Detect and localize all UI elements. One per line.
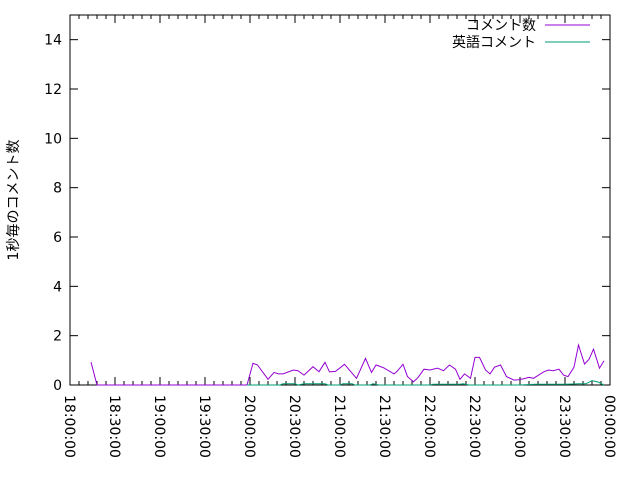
- y-tick-label: 6: [53, 230, 62, 246]
- y-tick-label: 2: [53, 329, 62, 345]
- x-tick-label: 21:30:00: [376, 395, 392, 458]
- x-tick-label: 18:30:00: [106, 395, 122, 458]
- x-tick-label: 20:30:00: [286, 395, 302, 458]
- y-tick-label: 12: [44, 82, 62, 98]
- y-tick-label: 0: [53, 378, 62, 394]
- x-tick-label: 19:30:00: [196, 395, 212, 458]
- x-tick-label: 23:30:00: [556, 395, 572, 458]
- axes: 0 2 4 6 8 10 12 14 18:00:00 18:30:00 19:00:00 19:30…: [44, 14, 617, 458]
- series-lines: [90, 343, 605, 386]
- x-tick-label: 20:00:00: [241, 395, 257, 458]
- x-tick-label: 00:00:00: [601, 395, 617, 458]
- x-tick-label: 22:00:00: [421, 395, 437, 458]
- x-tick-label: 21:00:00: [331, 395, 347, 458]
- legend: コメント数 英語コメント: [452, 18, 590, 51]
- y-tick-label: 8: [53, 181, 62, 197]
- legend-label-english-comments: 英語コメント: [452, 34, 536, 51]
- y-tick-label: 10: [44, 131, 62, 147]
- x-tick-label: 23:00:00: [511, 395, 527, 458]
- x-tick-label: 18:00:00: [61, 395, 77, 458]
- x-tick-label: 22:30:00: [466, 395, 482, 458]
- y-tick-label: 4: [53, 279, 62, 295]
- series-line-1: [247, 380, 605, 386]
- y-tick-label: 14: [44, 33, 62, 49]
- y-axis-label: 1秒毎のコメント数: [6, 140, 22, 261]
- legend-label-comments: コメント数: [466, 18, 536, 34]
- plot-border: [69, 14, 611, 386]
- series-line-0: [90, 343, 605, 386]
- x-tick-label: 19:00:00: [151, 395, 167, 458]
